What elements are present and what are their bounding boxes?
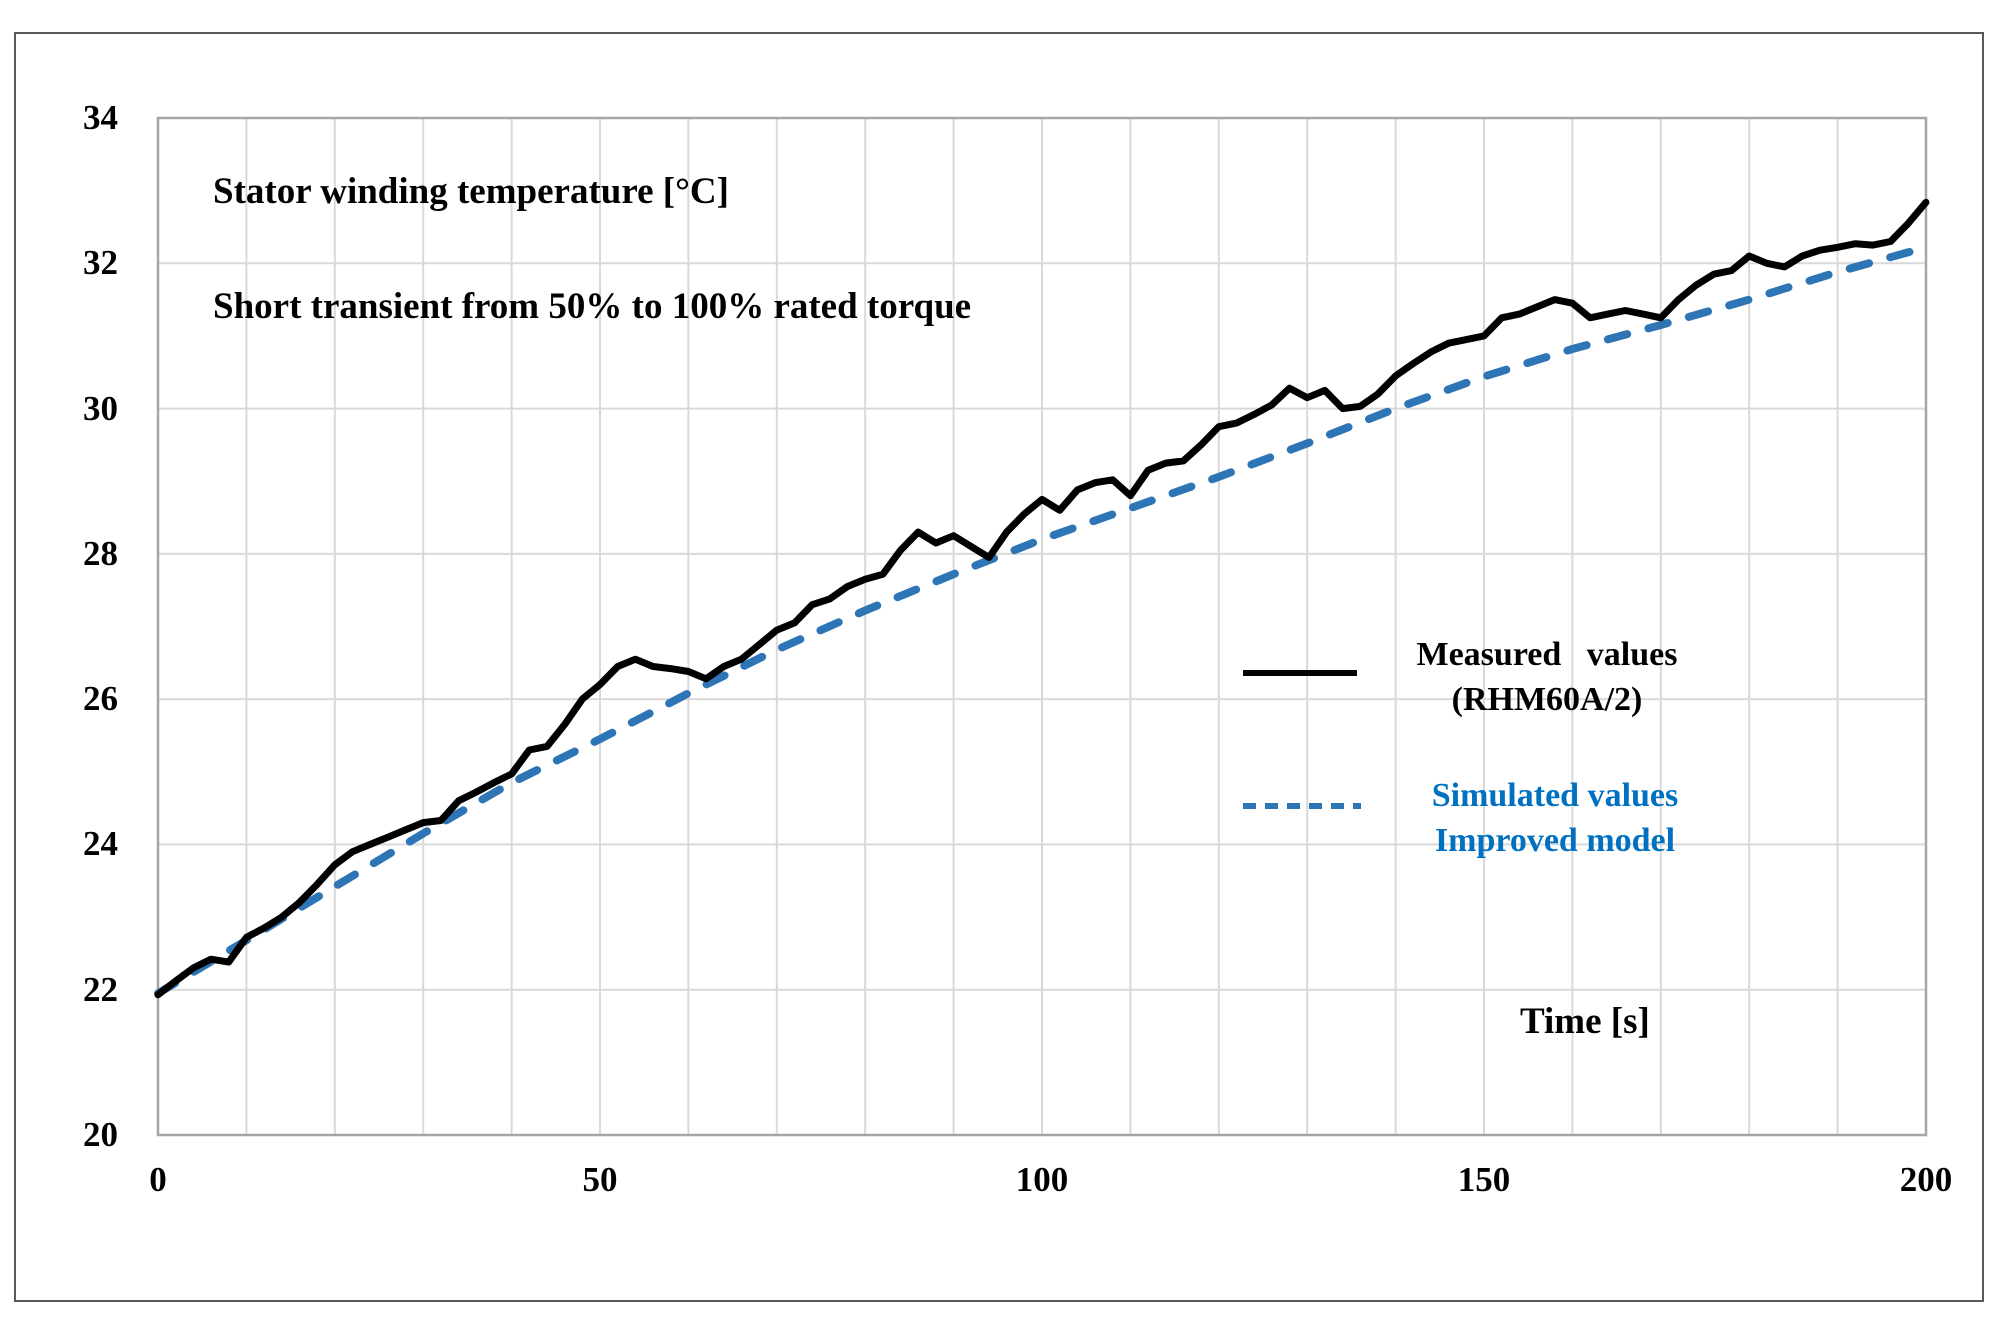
x-axis-tick-label: 150 bbox=[1457, 1160, 1511, 1199]
y-axis-tick-label: 20 bbox=[83, 1115, 118, 1154]
y-axis-tick-label: 26 bbox=[83, 679, 118, 719]
y-axis-tick-label: 28 bbox=[83, 533, 118, 573]
legend-simulated-sublabel: Improved model bbox=[1434, 822, 1676, 859]
measured-series-line bbox=[154, 198, 1930, 999]
plot-border bbox=[156, 116, 1928, 1137]
simulated-dashed-swatch bbox=[1243, 803, 1361, 809]
legend-simulated-label: Simulated values bbox=[1431, 777, 1679, 814]
chart-title: Stator winding temperature [°C] bbox=[213, 171, 729, 212]
figure-frame bbox=[14, 32, 1984, 1302]
legend-measured-label: Measured values bbox=[1416, 636, 1678, 673]
x-axis-tick-label: 100 bbox=[1015, 1160, 1069, 1199]
y-axis-tick-label: 32 bbox=[83, 243, 118, 283]
legend-measured-sublabel: (RHM60A/2) bbox=[1451, 681, 1643, 718]
chart-subtitle: Short transient from 50% to 100% rated t… bbox=[213, 286, 972, 327]
x-axis-title: Time [s] bbox=[1520, 1001, 1650, 1042]
x-axis-tick-label: 200 bbox=[1899, 1160, 1953, 1199]
y-axis-tick-label: 30 bbox=[83, 388, 118, 428]
y-axis-tick-label: 24 bbox=[83, 824, 118, 864]
x-axis-tick-label: 50 bbox=[582, 1160, 618, 1199]
simulated-series-line bbox=[154, 243, 1930, 998]
y-axis-tick-label: 22 bbox=[83, 969, 118, 1009]
measured-line-swatch bbox=[1243, 670, 1357, 676]
x-axis-tick-label: 0 bbox=[149, 1160, 167, 1199]
y-axis-tick-label: 34 bbox=[83, 98, 118, 137]
